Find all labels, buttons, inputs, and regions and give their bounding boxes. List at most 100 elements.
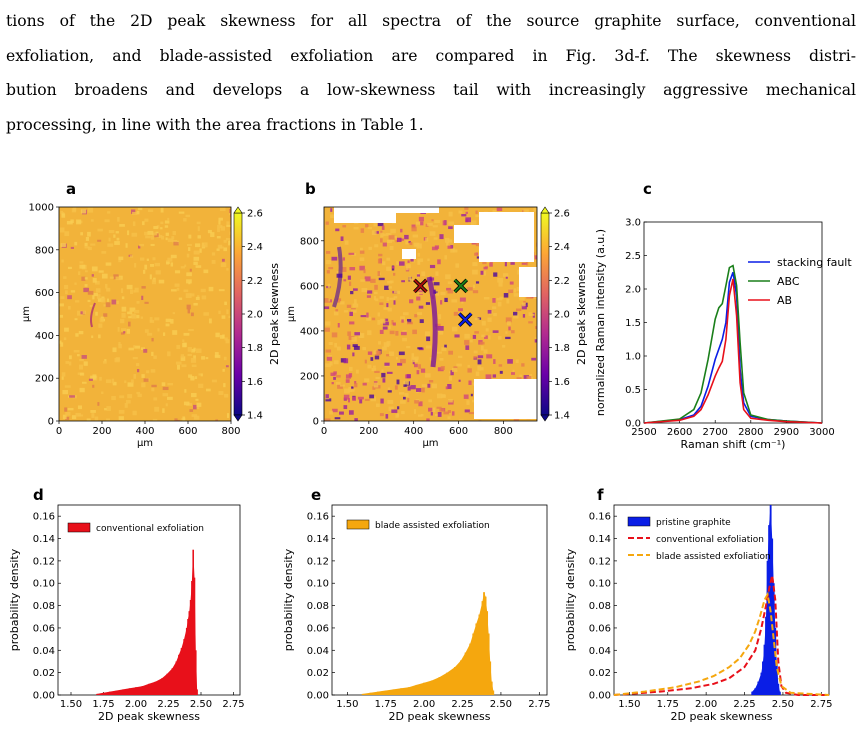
histogram-area (752, 505, 780, 695)
heatmap-pixel (97, 239, 102, 242)
heatmap-pixel (345, 379, 350, 383)
heatmap-pixel (151, 337, 154, 342)
heatmap-pixel (106, 298, 109, 302)
colorbar-tick-label: 2.6 (554, 209, 570, 220)
heatmap-pixel (408, 241, 411, 244)
y-tick-label: 0.04 (33, 646, 55, 657)
heatmap-pixel (182, 342, 187, 348)
heatmap-pixel (413, 409, 417, 414)
heatmap-pixel (172, 230, 176, 236)
heatmap-pixel (387, 307, 392, 312)
heatmap-pixel (510, 262, 515, 265)
heatmap-pixel (475, 281, 480, 284)
heatmap-pixel (185, 214, 191, 218)
heatmap-pixel (73, 350, 80, 353)
x-tick-label: 200 (92, 426, 111, 437)
y-tick-label: 400 (300, 326, 319, 337)
spectrum-line (643, 264, 823, 424)
heatmap-pixel (484, 335, 488, 339)
heatmap-pixel (386, 354, 390, 357)
heatmap-pixel (403, 396, 406, 400)
heatmap-pixel (91, 413, 95, 418)
heatmap-pixel (379, 302, 384, 306)
heatmap-pixel (394, 385, 398, 390)
heatmap-pixel (80, 311, 85, 315)
panel-letter: b (305, 180, 316, 198)
heatmap-pixel (351, 386, 354, 389)
heatmap-pixel (115, 231, 119, 234)
heatmap-pixel (364, 276, 371, 282)
heatmap-pixel (154, 262, 161, 267)
y-axis-label: normalized Raman intensity (a.u.) (594, 229, 607, 416)
heatmap-pixel (474, 252, 478, 256)
x-tick-label: 1.50 (336, 699, 358, 710)
heatmap-pixel (447, 245, 452, 249)
heatmap-pixel (150, 243, 155, 247)
heatmap-pixel (88, 378, 93, 381)
heatmap-pixel (401, 319, 404, 323)
heatmap-pixel (112, 347, 117, 353)
heatmap-pixel (84, 246, 90, 249)
heatmap-pixel (331, 332, 338, 338)
heatmap-pixel (120, 288, 124, 293)
heatmap-pixel (420, 368, 426, 373)
heatmap-pixel (114, 241, 120, 245)
legend-label: pristine graphite (656, 518, 731, 528)
heatmap-pixel (337, 323, 340, 328)
heatmap-pixel (534, 337, 537, 340)
heatmap-pixel (343, 310, 349, 313)
heatmap-pixel (480, 367, 484, 371)
heatmap-pixel (509, 281, 514, 285)
heatmap-pixel (63, 337, 67, 341)
x-tick-label: 2.50 (772, 699, 794, 710)
heatmap-pixel (86, 418, 91, 421)
y-tick-label: 0.16 (589, 512, 611, 523)
heatmap-pixel (203, 269, 209, 274)
heatmap-pixel (425, 237, 429, 242)
heatmap-pixel (409, 299, 414, 304)
heatmap-pixel (59, 227, 65, 233)
heatmap-pixel (364, 359, 367, 364)
heatmap-pixel (400, 228, 403, 233)
heatmap-pixel (65, 290, 68, 295)
heatmap-pixel (94, 416, 99, 421)
heatmap-pixel (521, 304, 527, 310)
heatmap-pixel (461, 214, 467, 217)
y-tick-label: 400 (35, 331, 54, 342)
heatmap-pixel (407, 386, 411, 391)
heatmap-pixel (97, 402, 100, 406)
panel-letter: a (66, 180, 76, 198)
heatmap-pixel (108, 237, 111, 242)
heatmap-pixel (133, 290, 136, 293)
heatmap-pixel (167, 257, 173, 262)
heatmap-pixel (97, 298, 104, 302)
heatmap-pixel (328, 341, 333, 346)
heatmap-pixel (485, 328, 489, 332)
heatmap-pixel (149, 274, 152, 280)
heatmap-pixel (349, 311, 353, 317)
heatmap-pixel (215, 419, 219, 421)
heatmap-pixel (205, 388, 211, 392)
heatmap-pixel (523, 375, 530, 379)
heatmap-pixel (416, 274, 420, 277)
heatmap-pixel (170, 318, 174, 324)
heatmap-pixel (188, 374, 193, 378)
heatmap-empty-region (384, 207, 439, 213)
heatmap-pixel (448, 221, 455, 225)
heatmap-pixel (352, 344, 358, 347)
heatmap-pixel (413, 363, 418, 368)
heatmap-pixel (381, 369, 384, 373)
heatmap-pixel (101, 297, 106, 303)
heatmap-pixel (75, 300, 80, 303)
heatmap-pixel (408, 276, 412, 281)
heatmap-pixel (469, 339, 473, 343)
heatmap-pixel (498, 336, 502, 340)
heatmap-pixel (475, 242, 481, 247)
heatmap-pixel (399, 261, 405, 266)
heatmap-pixel (59, 303, 64, 307)
heatmap-pixel (386, 257, 391, 261)
x-tick-label: 800 (221, 426, 240, 437)
heatmap-pixel (511, 330, 515, 334)
heatmap-pixel (371, 230, 377, 235)
heatmap-pixel (325, 363, 331, 368)
